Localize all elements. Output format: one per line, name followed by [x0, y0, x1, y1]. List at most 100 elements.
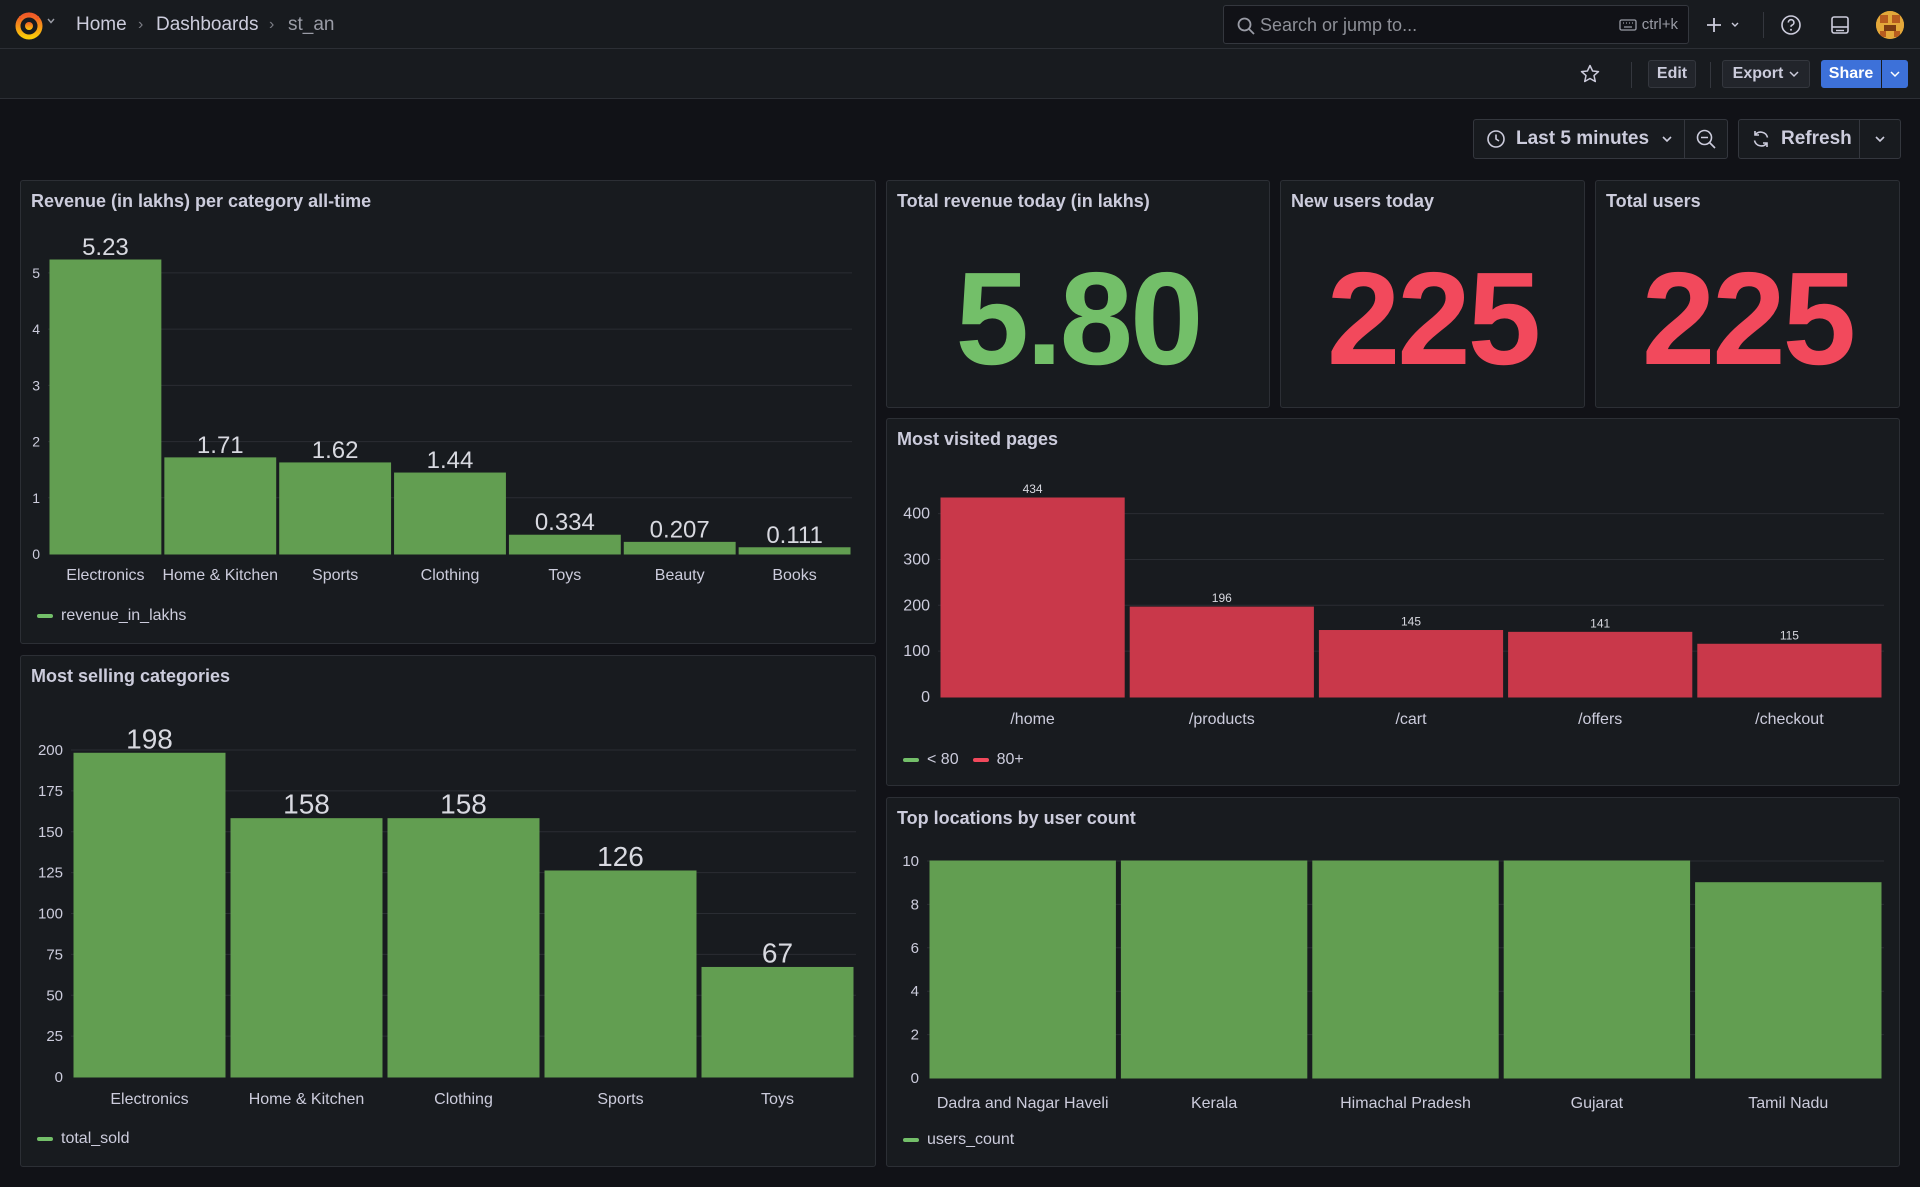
- bar: [738, 547, 851, 555]
- y-tick-label: 300: [903, 551, 930, 568]
- y-tick-label: 150: [38, 824, 63, 841]
- panel-most-visited-pages: Most visited pages 0 100 200 300 400 434/home…: [886, 418, 1900, 786]
- y-tick-label: 200: [38, 742, 63, 759]
- y-tick-label: 0: [911, 1070, 919, 1087]
- bar-value-label: 158: [440, 789, 487, 820]
- legend-label[interactable]: 80+: [996, 751, 1024, 768]
- bar-value-label: 0.111: [766, 522, 823, 549]
- selling-categories-bar-chart: 0 25 50 75 100 125 150 175 200 198 Electronics 158 H…: [38, 723, 856, 1108]
- x-tick-label: Electronics: [110, 1091, 188, 1108]
- x-tick-label: /checkout: [1755, 711, 1824, 728]
- panel-title[interactable]: New users today: [1291, 191, 1435, 211]
- bar-value-label: 145: [1401, 615, 1421, 629]
- x-tick-label: Home & Kitchen: [249, 1091, 365, 1108]
- y-tick-label: 8: [911, 896, 919, 913]
- dashboard-toolbar: Edit Export Share: [0, 49, 1920, 99]
- bar: [1695, 882, 1882, 1079]
- bar: [508, 534, 621, 555]
- legend-label[interactable]: < 80: [927, 751, 959, 768]
- panel-new-users-today: New users today 225: [1280, 180, 1585, 408]
- grafana-logo-icon[interactable]: [14, 10, 44, 40]
- legend-swatch-red: [972, 758, 989, 762]
- export-button[interactable]: Export: [1722, 60, 1810, 88]
- chevron-down-icon: [1875, 136, 1885, 143]
- bar: [1318, 630, 1504, 698]
- chevron-down-icon: [1662, 136, 1672, 143]
- panel-title[interactable]: Revenue (in lakhs) per category all-time: [31, 191, 372, 211]
- search-input[interactable]: Search or jump to... ctrl+k: [1223, 5, 1689, 44]
- divider: [1763, 12, 1764, 38]
- legend-swatch: [903, 1138, 919, 1142]
- keyboard-shortcut: ctrl+k: [1619, 16, 1678, 33]
- bar: [929, 860, 1116, 1079]
- share-label: Share: [1828, 65, 1874, 82]
- panel-title[interactable]: Total revenue today (in lakhs): [897, 191, 1150, 211]
- y-tick-label: 50: [46, 987, 63, 1004]
- add-new-button[interactable]: [1704, 12, 1742, 38]
- search-icon: [1237, 17, 1255, 35]
- share-options-button[interactable]: [1882, 60, 1908, 88]
- time-range-label: Last 5 minutes: [1516, 128, 1650, 149]
- x-tick-label: Toys: [761, 1091, 794, 1108]
- help-button[interactable]: [1778, 12, 1804, 38]
- x-tick-label: Himachal Pradesh: [1340, 1095, 1471, 1112]
- bar: [1120, 860, 1308, 1079]
- x-tick-label: Books: [772, 567, 816, 584]
- panel-top-locations: Top locations by user count 0 2 4 6 8 10 Dadra…: [886, 797, 1900, 1167]
- y-tick-label: 25: [46, 1028, 63, 1045]
- y-tick-label: 0: [32, 546, 40, 562]
- edit-button[interactable]: Edit: [1648, 60, 1696, 88]
- clock-icon: [1487, 130, 1505, 148]
- x-tick-label: Beauty: [655, 567, 705, 584]
- y-tick-label: 100: [38, 906, 63, 923]
- panel-total-users: Total users 225: [1595, 180, 1900, 408]
- bar-value-label: 115: [1780, 628, 1799, 642]
- x-tick-label: Sports: [312, 567, 358, 584]
- divider: [1710, 62, 1711, 88]
- legend-swatch-green: [903, 758, 919, 762]
- search-placeholder: Search or jump to...: [1260, 15, 1418, 35]
- zoom-out-icon: [1696, 129, 1716, 149]
- bar-value-label: 1.71: [197, 432, 244, 459]
- panel-title[interactable]: Most selling categories: [31, 666, 231, 686]
- zoom-out-button[interactable]: [1684, 119, 1728, 159]
- panel-title[interactable]: Top locations by user count: [897, 808, 1136, 828]
- x-tick-label: Electronics: [66, 567, 144, 584]
- y-tick-label: 125: [38, 865, 63, 882]
- x-tick-label: Clothing: [421, 567, 480, 584]
- breadcrumb-current: st_an: [288, 14, 335, 35]
- chevron-down-icon[interactable]: [47, 17, 55, 25]
- bar-value-label: 1.44: [427, 447, 474, 474]
- refresh-icon: [1753, 131, 1769, 147]
- panel-title[interactable]: Total users: [1606, 191, 1701, 211]
- divider: [1631, 62, 1632, 88]
- refresh-interval-button[interactable]: [1859, 119, 1901, 159]
- legend-label[interactable]: revenue_in_lakhs: [61, 607, 187, 624]
- bar-value-label: 434: [1023, 482, 1043, 496]
- breadcrumb-home[interactable]: Home: [76, 14, 127, 35]
- bar-value-label: 126: [597, 841, 644, 872]
- revenue-bar-chart: 0 1 2 3 4 5 5.23 Electronics 1.71 Home & Kitchen 1…: [32, 234, 852, 584]
- bar: [544, 870, 697, 1078]
- breadcrumb-dashboards[interactable]: Dashboards: [156, 14, 259, 35]
- x-tick-label: Home & Kitchen: [162, 567, 278, 584]
- chart-legend: users_count: [903, 1131, 1014, 1149]
- panel-title[interactable]: Most visited pages: [897, 429, 1059, 449]
- legend-label[interactable]: total_sold: [61, 1130, 130, 1147]
- x-tick-label: Sports: [597, 1091, 643, 1108]
- edit-label: Edit: [1656, 65, 1688, 82]
- top-nav: Home › Dashboards › st_an Search or jump…: [0, 0, 1920, 49]
- y-tick-label: 200: [903, 597, 930, 614]
- star-button[interactable]: [1577, 61, 1603, 87]
- news-button[interactable]: [1827, 12, 1853, 38]
- legend-label[interactable]: users_count: [927, 1131, 1015, 1148]
- time-range-picker[interactable]: Last 5 minutes: [1473, 119, 1685, 159]
- bar: [387, 818, 540, 1078]
- refresh-button[interactable]: Refresh: [1738, 119, 1860, 159]
- keyboard-icon: [1619, 18, 1637, 31]
- share-button[interactable]: Share: [1821, 60, 1881, 88]
- x-tick-label: Toys: [548, 567, 581, 584]
- star-icon: [1580, 64, 1600, 83]
- avatar-image-icon: [1876, 11, 1904, 39]
- user-avatar[interactable]: [1876, 11, 1904, 39]
